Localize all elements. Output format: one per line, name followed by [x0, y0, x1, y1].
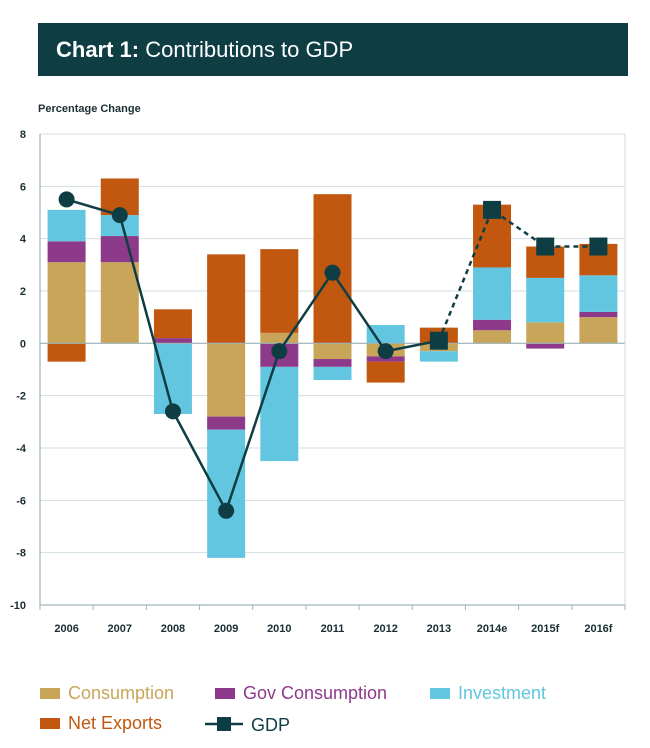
y-tick-label: 0 — [20, 338, 26, 350]
legend-label-gov-consumption: Gov Consumption — [243, 683, 387, 703]
bar-investment — [47, 209, 86, 242]
x-tick-label: 2007 — [108, 623, 132, 635]
x-tick-label: 2012 — [373, 623, 397, 635]
bar-gov-consumption — [100, 236, 139, 263]
gdp-point — [111, 207, 128, 224]
bar-investment — [207, 429, 246, 558]
bar-investment — [313, 366, 352, 380]
bar-investment — [366, 325, 405, 344]
y-tick-label: -8 — [16, 548, 26, 560]
bar-gov-consumption — [153, 338, 192, 344]
bar-investment — [419, 351, 458, 362]
bar-investment — [579, 275, 618, 312]
gdp-point — [271, 343, 288, 360]
bar-consumption — [579, 317, 618, 344]
bar-investment — [473, 267, 512, 320]
bar-net-exports — [366, 361, 405, 383]
x-tick-label: 2009 — [214, 623, 238, 635]
y-tick-label: -2 — [16, 391, 26, 403]
chart-title: Chart 1: Contributions to GDP — [38, 23, 628, 76]
y-tick-label: -4 — [16, 443, 27, 455]
gdp-point — [483, 200, 502, 219]
x-tick-label: 2016f — [584, 623, 612, 635]
legend-swatch-net-exports — [40, 718, 60, 729]
bar-consumption — [47, 262, 86, 344]
bar-gov-consumption — [313, 359, 352, 367]
x-tick-label: 2014e — [477, 623, 508, 635]
y-axis-label: Percentage Change — [38, 103, 141, 115]
gdp-line-forecast — [437, 207, 599, 342]
bar-investment — [100, 215, 139, 237]
bar-gov-consumption — [207, 416, 246, 430]
legend-marker-gdp — [217, 717, 231, 731]
chart-title-text: Contributions to GDP — [145, 37, 354, 62]
bar-consumption — [526, 322, 565, 344]
bar-consumption — [100, 262, 139, 344]
legend-label-gdp: GDP — [251, 715, 290, 735]
bar-investment — [260, 366, 299, 462]
legend-swatch-investment — [430, 688, 450, 699]
x-tick-label: 2011 — [321, 623, 345, 635]
legend-label-investment: Investment — [458, 683, 546, 703]
y-tick-label: -10 — [10, 600, 26, 612]
gdp-point — [536, 237, 555, 256]
y-tick-label: -6 — [16, 495, 26, 507]
bar-consumption — [260, 332, 299, 344]
x-tick-label: 2013 — [427, 623, 451, 635]
legend-label-net-exports: Net Exports — [68, 713, 162, 733]
bar-net-exports — [153, 309, 192, 339]
bar-consumption — [313, 343, 352, 360]
y-tick-label: 8 — [20, 129, 26, 141]
bar-consumption — [473, 330, 512, 344]
bar-net-exports — [260, 249, 299, 333]
x-tick-label: 2010 — [267, 623, 291, 635]
gdp-line-actual — [66, 198, 440, 514]
bar-gov-consumption — [526, 343, 565, 349]
bar-gov-consumption — [579, 311, 618, 318]
legend-swatch-gov-consumption — [215, 688, 235, 699]
bar-net-exports — [207, 254, 246, 344]
bar-gov-consumption — [47, 241, 86, 263]
x-tick-label: 2008 — [161, 623, 185, 635]
y-tick-label: 2 — [20, 286, 26, 298]
gdp-point — [589, 237, 608, 256]
bar-investment — [153, 343, 192, 414]
gdp-point — [377, 343, 394, 360]
gdp-point — [164, 403, 181, 420]
bar-gov-consumption — [473, 319, 512, 331]
x-tick-label: 2015f — [531, 623, 559, 635]
bar-net-exports — [47, 343, 86, 362]
legend-label-consumption: Consumption — [68, 683, 174, 703]
chart-title-bold: Chart 1: — [56, 37, 140, 62]
bar-consumption — [207, 343, 246, 417]
x-tick-label: 2006 — [54, 623, 78, 635]
y-tick-label: 4 — [20, 234, 27, 246]
gdp-point — [324, 264, 341, 281]
gdp-point — [58, 191, 75, 208]
legend-swatch-consumption — [40, 688, 60, 699]
gdp-point — [429, 331, 448, 350]
gdp-point — [218, 502, 235, 519]
bar-investment — [526, 277, 565, 323]
y-tick-label: 6 — [20, 181, 26, 193]
